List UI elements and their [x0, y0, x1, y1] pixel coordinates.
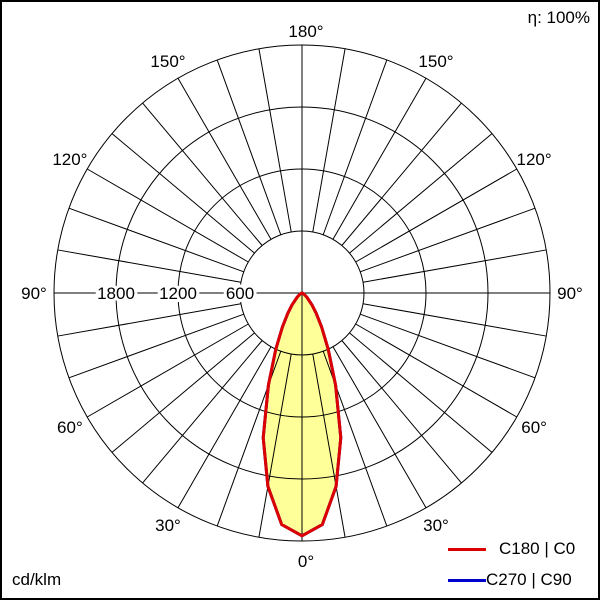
- spoke-170: [312, 48, 346, 233]
- spoke-140: [341, 102, 462, 246]
- angle-label-60-left: 60°: [57, 418, 83, 437]
- spoke-60: [355, 323, 518, 418]
- angle-label-120-left: 120°: [52, 150, 87, 169]
- spoke-160: [322, 59, 388, 235]
- spoke-100: [362, 249, 547, 283]
- angle-label-180-right: 180°: [288, 22, 323, 41]
- legend-swatch-c270-c90: [448, 579, 486, 582]
- radial-tick-label-600: 600: [226, 284, 254, 303]
- radial-tick-label-1800: 1800: [97, 284, 135, 303]
- spoke-70: [360, 313, 536, 379]
- legend-label-c180-c0: C180 | C0: [499, 539, 576, 558]
- angle-label-0-right: 0°: [298, 552, 314, 571]
- series-curve-1: [261, 291, 343, 538]
- spoke-310: [111, 332, 255, 453]
- spoke-80: [362, 303, 547, 337]
- efficiency-label: η: 100%: [527, 8, 590, 27]
- spoke-330: [177, 346, 272, 509]
- spoke-150: [332, 77, 427, 240]
- angle-label-90-right: 90°: [557, 284, 583, 303]
- spoke-290: [68, 313, 244, 379]
- spoke-300: [86, 323, 249, 418]
- legend-swatch-c180-c0: [448, 548, 486, 551]
- angle-label-30-right: 30°: [423, 516, 449, 535]
- spoke-210: [177, 77, 272, 240]
- angle-label-30-left: 30°: [155, 516, 181, 535]
- spoke-200: [216, 59, 282, 235]
- spoke-130: [349, 133, 493, 254]
- spoke-260: [57, 249, 242, 283]
- angle-label-90-left: 90°: [21, 284, 47, 303]
- spoke-320: [142, 340, 263, 484]
- spoke-240: [86, 168, 249, 263]
- spoke-120: [355, 168, 518, 263]
- unit-label: cd/klm: [12, 570, 62, 589]
- angle-label-150-left: 150°: [150, 52, 185, 71]
- spoke-110: [360, 207, 536, 273]
- spoke-50: [349, 332, 493, 453]
- spoke-250: [68, 207, 244, 273]
- spoke-350: [258, 353, 292, 538]
- angle-label-150-right: 150°: [418, 52, 453, 71]
- radial-tick-label-1200: 1200: [159, 284, 197, 303]
- spoke-30: [332, 346, 427, 509]
- legend-label-c270-c90: C270 | C90: [486, 570, 572, 589]
- spoke-10: [312, 353, 346, 538]
- spoke-190: [258, 48, 292, 233]
- angle-label-120-right: 120°: [517, 150, 552, 169]
- angle-label-60-right: 60°: [521, 418, 547, 437]
- spoke-40: [341, 340, 462, 484]
- spoke-220: [142, 102, 263, 246]
- spoke-230: [111, 133, 255, 254]
- spoke-280: [57, 303, 242, 337]
